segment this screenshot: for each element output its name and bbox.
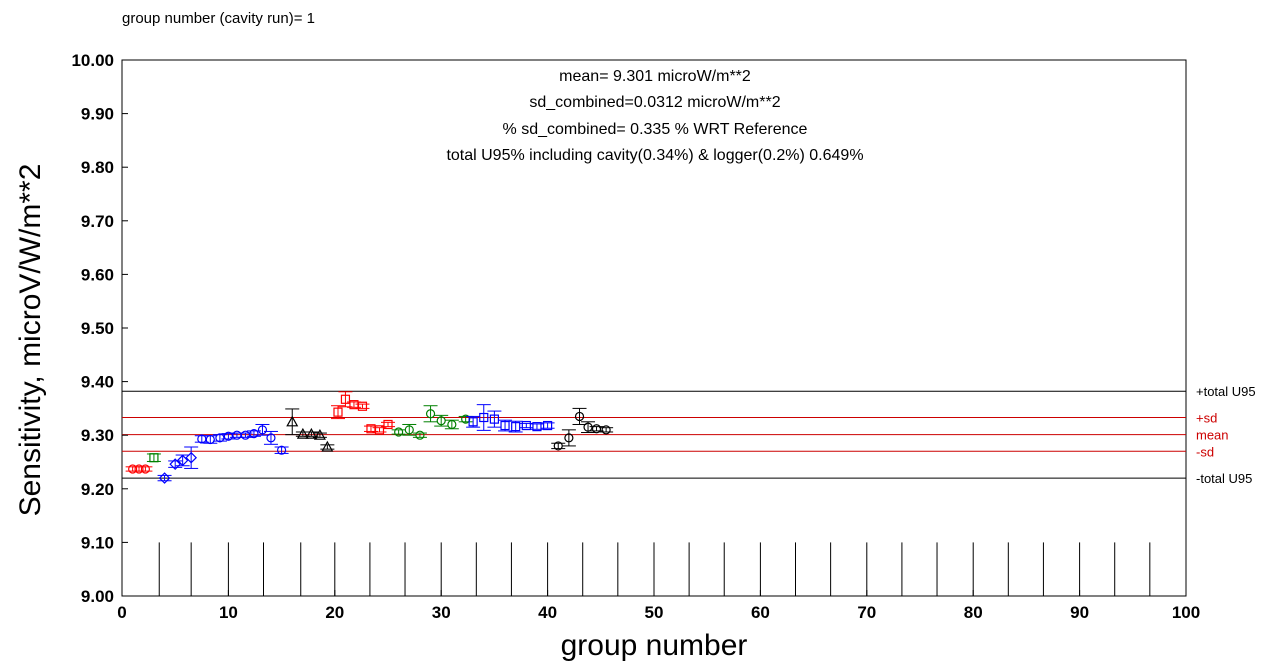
data-point xyxy=(447,419,457,430)
data-point xyxy=(436,416,446,426)
data-point xyxy=(149,453,159,463)
reference-lines xyxy=(122,390,1186,479)
data-series-5 xyxy=(330,391,395,435)
data-point xyxy=(215,433,225,443)
group-header: group number (cavity run)= 1 xyxy=(122,10,315,27)
x-axis-ticks: 0 10 20 30 40 50 60 70 80 90 100 xyxy=(117,590,1200,622)
plot-area xyxy=(121,59,1187,597)
data-point xyxy=(489,414,499,424)
y-tick-label: 9.50 xyxy=(81,319,114,338)
data-point xyxy=(394,427,404,437)
data-point xyxy=(266,433,276,443)
run-separators xyxy=(158,542,1151,596)
data-series-1 xyxy=(146,453,161,463)
stat-pct-sd: % sd_combined= 0.335 % WRT Reference xyxy=(503,121,808,138)
x-tick-label: 70 xyxy=(857,603,876,622)
stat-sd-combined: sd_combined=0.0312 microW/m**2 xyxy=(529,94,780,111)
data-point xyxy=(134,464,144,474)
x-tick-label: 100 xyxy=(1172,603,1200,622)
x-tick-label: 90 xyxy=(1070,603,1089,622)
reference-line-label: -sd xyxy=(1196,444,1214,459)
data-point xyxy=(591,424,602,434)
stats-block: mean= 9.301 microW/m**2 sd_combined=0.03… xyxy=(446,68,863,164)
y-tick-label: 9.90 xyxy=(81,105,114,124)
data-point xyxy=(500,420,510,431)
data-series-0 xyxy=(125,464,153,474)
reference-line-label: +sd xyxy=(1196,411,1217,426)
reference-line-label: -total U95 xyxy=(1196,471,1252,486)
data-point xyxy=(185,451,198,464)
data-point xyxy=(574,411,585,422)
data-point xyxy=(223,431,233,441)
y-tick-label: 9.30 xyxy=(81,426,114,445)
data-point xyxy=(240,430,251,440)
data-point xyxy=(305,427,318,439)
data-point xyxy=(542,420,553,431)
data-point xyxy=(415,430,425,440)
data-point xyxy=(374,425,385,435)
x-tick-label: 0 xyxy=(117,603,126,622)
data-point xyxy=(140,464,151,474)
y-tick-label: 9.40 xyxy=(81,373,114,392)
data-series-3 xyxy=(194,423,289,455)
data-series xyxy=(125,391,614,484)
reference-line-labels: +total U95 +sd mean-sd -total U95 xyxy=(1196,384,1256,486)
data-point xyxy=(158,472,171,484)
data-point xyxy=(257,425,268,435)
data-point xyxy=(277,445,287,455)
y-tick-label: 10.00 xyxy=(71,51,114,70)
data-point xyxy=(321,440,334,452)
plot-frame xyxy=(121,59,1187,597)
data-point xyxy=(532,422,542,432)
y-tick-label: 9.20 xyxy=(81,480,114,499)
data-point xyxy=(468,417,478,427)
data-point xyxy=(425,409,436,419)
y-tick-label: 9.70 xyxy=(81,212,114,231)
stat-total-u95: total U95% including cavity(0.34%) & log… xyxy=(446,147,863,164)
y-tick-label: 9.60 xyxy=(81,265,114,284)
data-series-6 xyxy=(391,405,473,440)
x-axis-label: group number xyxy=(561,629,748,662)
data-point xyxy=(296,427,309,439)
x-tick-label: 60 xyxy=(751,603,770,622)
data-point xyxy=(511,422,521,432)
reference-line-label: mean xyxy=(1196,428,1229,443)
data-point xyxy=(357,401,368,411)
y-axis-ticks: 9.00 9.10 9.20 9.30 9.40 9.50 9.60 9.70 9.80 9.90… xyxy=(71,51,128,606)
data-point xyxy=(564,433,574,443)
data-series-7 xyxy=(466,404,555,433)
y-tick-label: 9.00 xyxy=(81,587,114,606)
data-point xyxy=(128,464,138,474)
x-tick-label: 40 xyxy=(538,603,557,622)
data-point xyxy=(249,428,259,439)
data-point xyxy=(176,454,189,467)
stat-mean: mean= 9.301 microW/m**2 xyxy=(559,68,751,85)
data-point xyxy=(286,415,299,427)
x-tick-label: 20 xyxy=(325,603,344,622)
data-point xyxy=(340,394,351,404)
data-point xyxy=(169,458,182,470)
x-tick-label: 80 xyxy=(964,603,983,622)
data-point xyxy=(479,412,489,423)
reference-line-label: +total U95 xyxy=(1196,384,1256,399)
x-tick-label: 50 xyxy=(645,603,664,622)
x-tick-label: 10 xyxy=(219,603,238,622)
x-tick-label: 30 xyxy=(432,603,451,622)
data-point xyxy=(521,420,531,431)
data-point xyxy=(333,407,343,417)
y-axis-label: Sensitivity, microV/W/m**2 xyxy=(14,164,47,517)
data-series-4 xyxy=(285,408,335,452)
data-point xyxy=(205,434,215,445)
data-point xyxy=(313,428,326,440)
data-point xyxy=(383,419,393,430)
data-series-8 xyxy=(551,407,614,451)
data-point xyxy=(601,425,611,435)
data-point xyxy=(404,425,414,435)
y-tick-label: 9.10 xyxy=(81,533,114,552)
y-tick-label: 9.80 xyxy=(81,158,114,177)
data-series-2 xyxy=(157,446,199,484)
data-point xyxy=(583,422,593,432)
